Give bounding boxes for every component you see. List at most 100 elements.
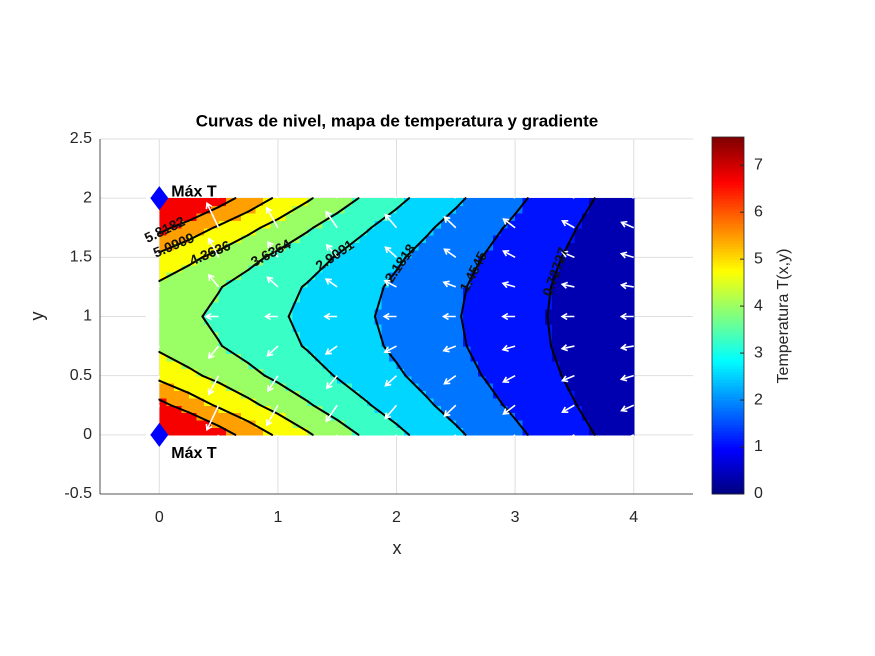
contour-fill — [159, 368, 168, 377]
contour-fill — [433, 412, 442, 421]
colorbar-swatch — [712, 410, 744, 414]
contour-fill — [604, 397, 613, 406]
contour-fill — [478, 427, 487, 436]
contour-fill — [470, 301, 479, 310]
contour-fill — [559, 427, 568, 436]
contour-fill — [448, 198, 457, 207]
contour-fill — [255, 272, 264, 281]
contour-fill — [218, 198, 227, 207]
contour-fill — [470, 390, 479, 399]
contour-fill — [255, 198, 264, 207]
contour-fill — [537, 360, 546, 369]
contour-fill — [292, 346, 301, 355]
contour-fill — [292, 405, 301, 414]
contour-fill — [181, 286, 190, 295]
contour-fill — [359, 205, 368, 214]
contour-fill — [381, 257, 390, 266]
contour-fill — [166, 390, 175, 399]
contour-fill — [181, 227, 190, 236]
contour-fill — [418, 360, 427, 369]
contour-fill — [626, 405, 635, 414]
contour-fill — [470, 227, 479, 236]
contour-fill — [596, 316, 605, 325]
contour-fill — [581, 279, 590, 288]
contour-fill — [440, 205, 449, 214]
contour-fill — [300, 242, 309, 251]
contour-fill — [248, 316, 257, 325]
contour-fill — [529, 368, 538, 377]
contour-fill — [248, 212, 257, 221]
contour-line — [425, 395, 436, 407]
contour-fill — [196, 309, 205, 318]
contour-fill — [515, 227, 524, 236]
contour-fill — [233, 338, 242, 347]
contour-fill — [411, 427, 420, 436]
contour-fill — [566, 227, 575, 236]
contour-fill — [381, 360, 390, 369]
contour-fill — [292, 368, 301, 377]
contour-fill — [255, 227, 264, 236]
x-tick-label: 3 — [511, 509, 520, 526]
contour-fill — [270, 301, 279, 310]
contour-fill — [166, 331, 175, 340]
contour-fill — [159, 338, 168, 347]
contour-fill — [218, 368, 227, 377]
contour-fill — [440, 235, 449, 244]
contour-fill — [226, 316, 235, 325]
contour-fill — [322, 346, 331, 355]
contour-fill — [174, 323, 183, 332]
contour-fill — [507, 412, 516, 421]
colorbar-swatch — [712, 176, 744, 180]
contour-fill — [218, 242, 227, 251]
contour-fill — [396, 264, 405, 273]
contour-fill — [233, 390, 242, 399]
contour-fill — [455, 242, 464, 251]
contour-fill — [626, 309, 635, 318]
contour-fill — [515, 294, 524, 303]
contour-fill — [366, 368, 375, 377]
contour-fill — [270, 212, 279, 221]
gradient-arrow — [502, 249, 516, 259]
contour-fill — [581, 301, 590, 310]
contour-fill — [574, 227, 583, 236]
contour-fill — [300, 323, 309, 332]
contour-fill — [314, 242, 323, 251]
contour-line — [263, 249, 279, 259]
contour-fill — [403, 353, 412, 362]
contour-fill — [248, 279, 257, 288]
contour-fill — [159, 405, 168, 414]
contour-fill — [470, 383, 479, 392]
contour-fill — [307, 242, 316, 251]
contour-fill — [500, 272, 509, 281]
gradient-arrow — [266, 345, 279, 357]
contour-fill — [507, 205, 516, 214]
contour-fill — [470, 279, 479, 288]
contour-fill — [611, 227, 620, 236]
contour-fill — [240, 301, 249, 310]
contour-fill — [581, 249, 590, 258]
contour-fill — [581, 383, 590, 392]
contour-fill — [203, 420, 212, 429]
colorbar-swatch — [712, 360, 744, 364]
contour-fill — [218, 272, 227, 281]
contour-fill — [463, 353, 472, 362]
contour-fill — [611, 198, 620, 207]
contour-fill — [255, 405, 264, 414]
contour-fill — [337, 212, 346, 221]
contour-fill — [529, 360, 538, 369]
contour-fill — [248, 264, 257, 273]
contour-fill — [314, 323, 323, 332]
contour-line — [158, 379, 190, 395]
contour-fill — [596, 257, 605, 266]
gradient-arrow — [265, 206, 279, 229]
contour-fill — [626, 257, 635, 266]
contour-fill — [248, 346, 257, 355]
contour-fill — [440, 390, 449, 399]
contour-line — [306, 349, 335, 377]
contour-fill — [366, 235, 375, 244]
contour-fill — [507, 420, 516, 429]
contour-fill — [166, 323, 175, 332]
contour-fill — [507, 257, 516, 266]
contour-fill — [426, 301, 435, 310]
contour-fill — [285, 420, 294, 429]
